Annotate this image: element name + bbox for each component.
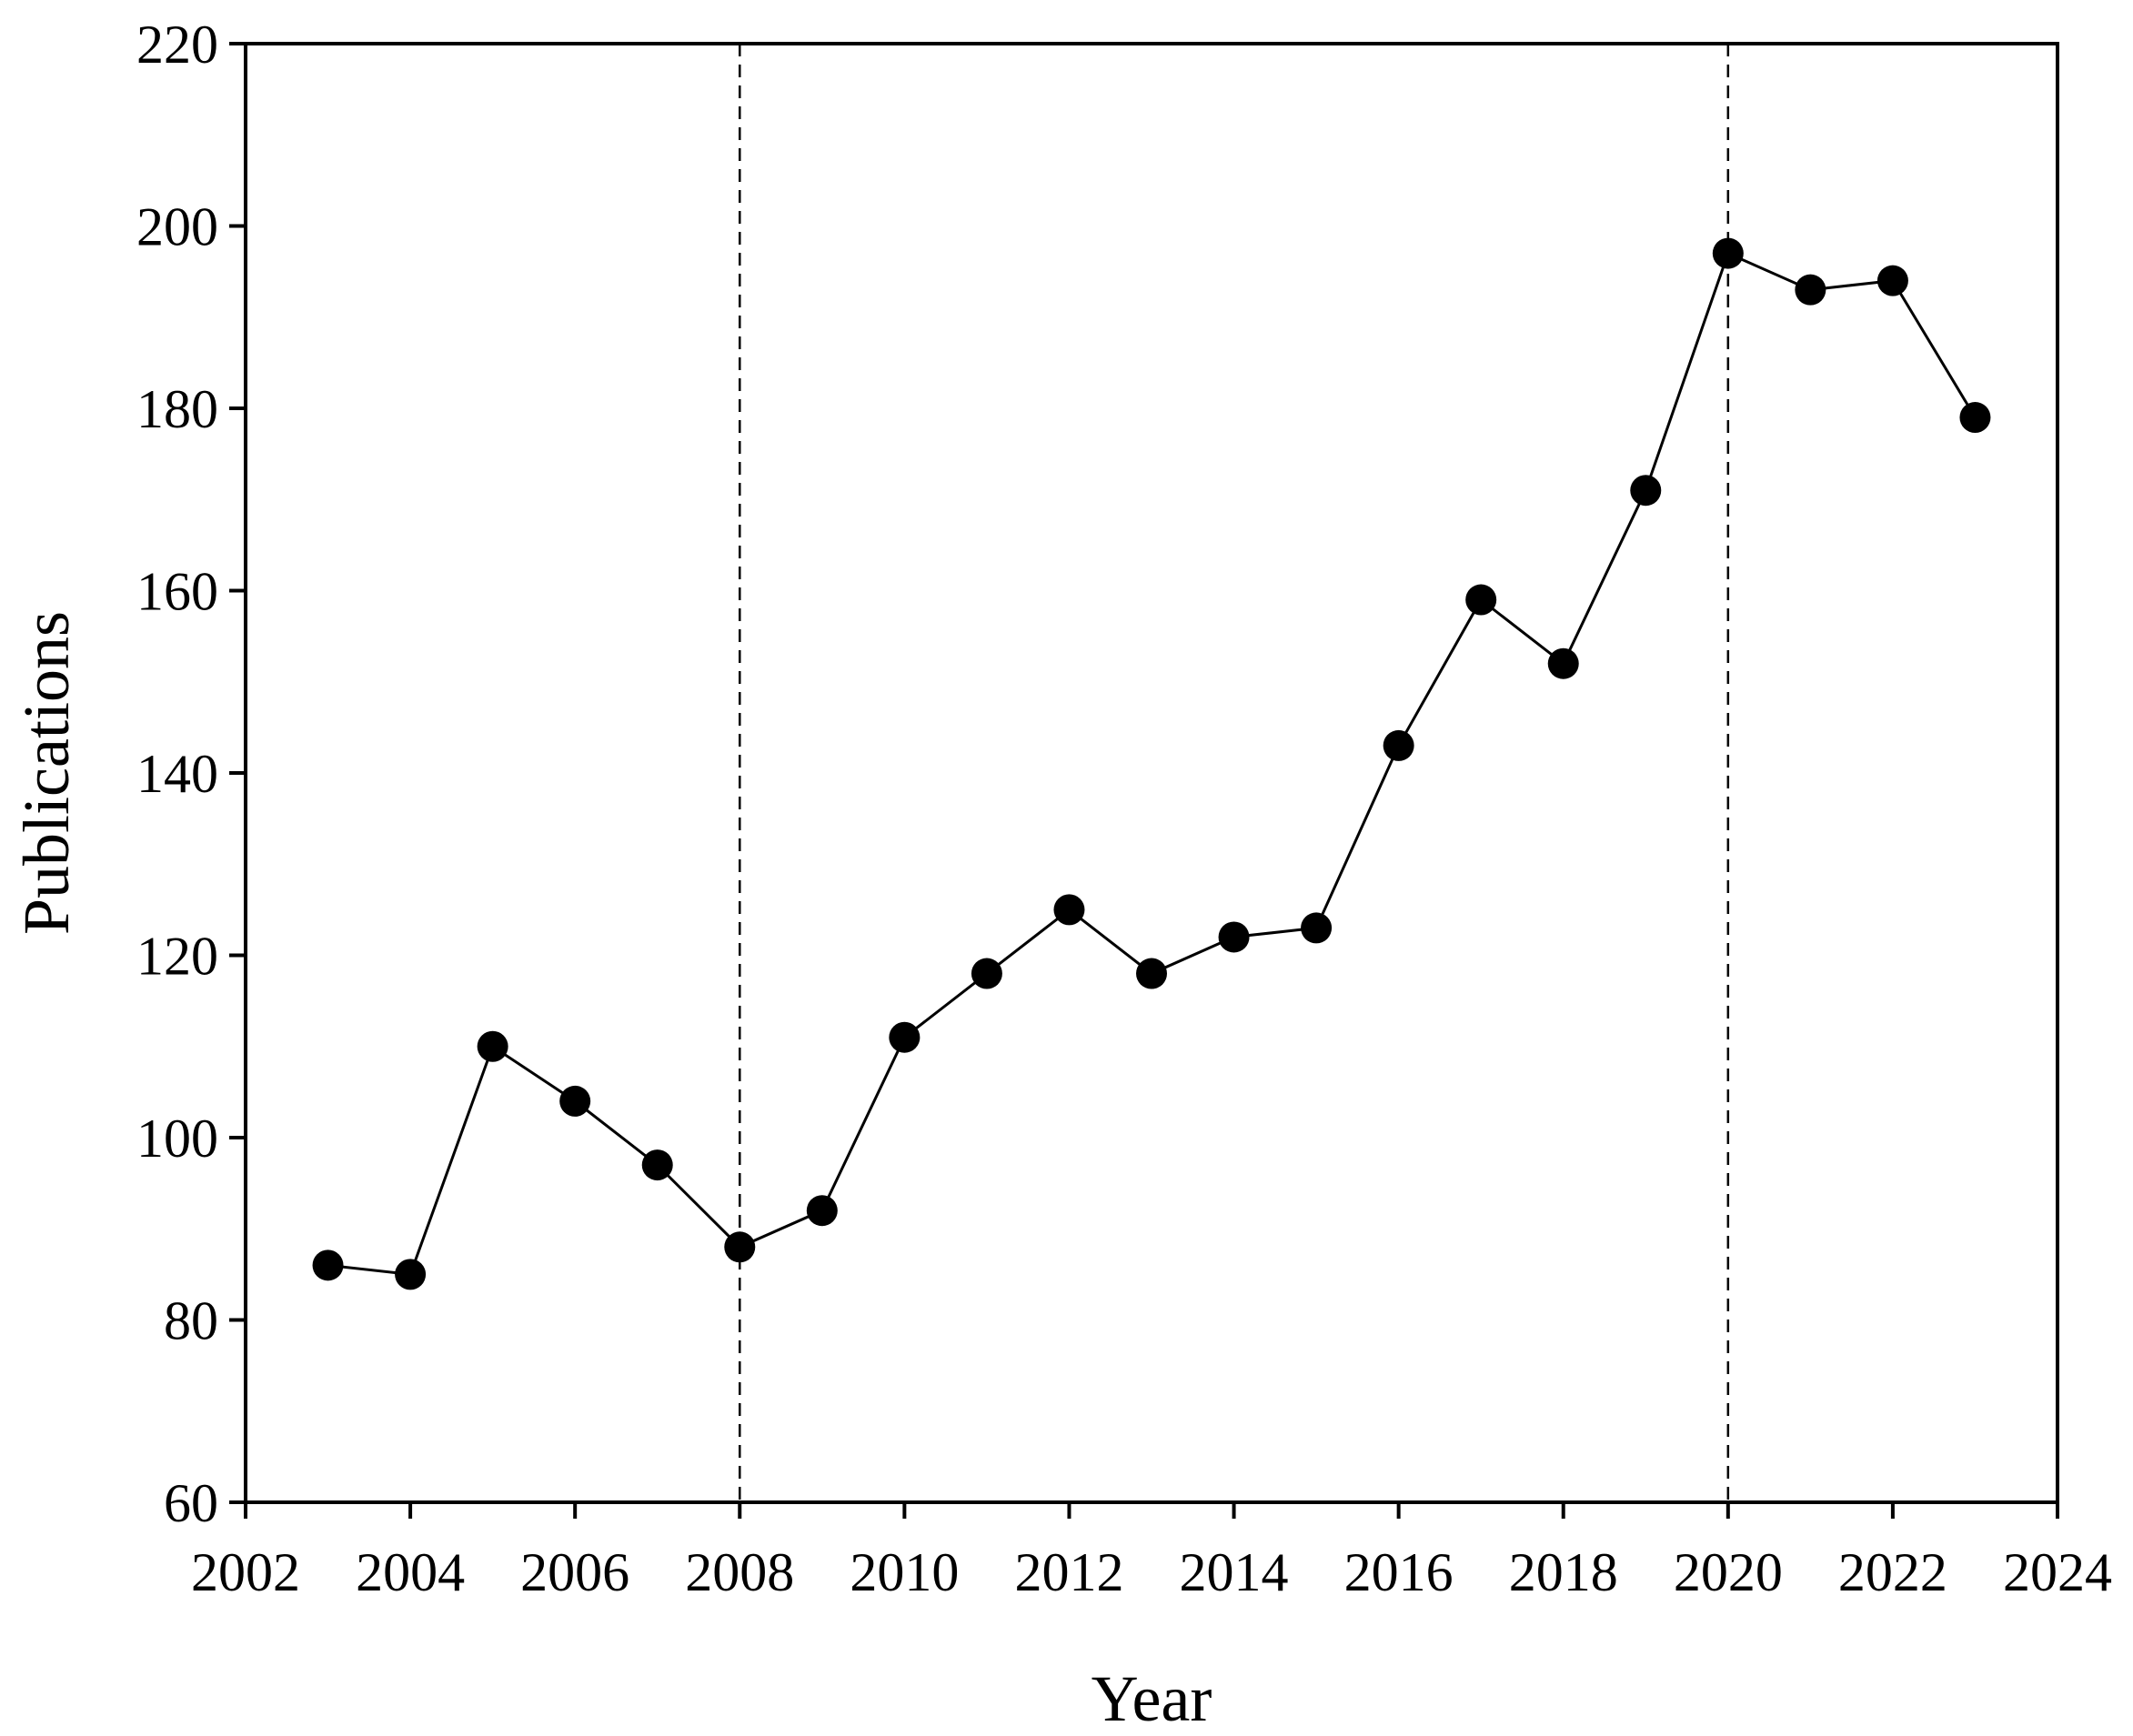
- y-tick-label: 120: [136, 927, 218, 987]
- data-point: [1053, 894, 1085, 926]
- data-point: [641, 1149, 673, 1181]
- data-points: [312, 237, 1991, 1290]
- y-tick-label: 100: [136, 1109, 218, 1169]
- data-point: [724, 1231, 756, 1263]
- y-tick-label: 180: [136, 379, 218, 439]
- data-point: [1218, 921, 1250, 953]
- data-point: [1959, 402, 1991, 434]
- data-point: [889, 1021, 921, 1053]
- data-point: [559, 1085, 591, 1117]
- y-tick-label: 200: [136, 197, 218, 257]
- y-axis-title: Publications: [10, 611, 83, 935]
- x-tick-label: 2006: [520, 1542, 629, 1602]
- x-tick-label: 2020: [1674, 1542, 1783, 1602]
- data-point: [312, 1249, 344, 1281]
- x-tick-label: 2010: [850, 1542, 959, 1602]
- x-tick-label: 2014: [1180, 1542, 1289, 1602]
- data-point: [1301, 912, 1333, 944]
- data-point: [971, 958, 1002, 989]
- y-tick-label: 60: [164, 1473, 218, 1533]
- y-tick-label: 140: [136, 744, 218, 804]
- y-tick-label: 220: [136, 15, 218, 75]
- data-point: [1795, 274, 1826, 306]
- reference-lines: [739, 44, 1730, 1502]
- x-axis-title: Year: [1092, 1662, 1212, 1735]
- data-point: [1876, 265, 1908, 296]
- x-axis-ticks: 2002 2004 2006 2008 2010 2012 2014 2016 2018 2020…: [191, 1502, 2112, 1602]
- data-point: [1547, 647, 1579, 679]
- data-point: [395, 1259, 427, 1290]
- data-point: [806, 1195, 838, 1227]
- data-point: [477, 1030, 508, 1062]
- data-point: [1383, 729, 1414, 761]
- data-point: [1465, 584, 1497, 616]
- x-tick-label: 2004: [356, 1542, 465, 1602]
- data-point: [1136, 958, 1167, 989]
- x-tick-label: 2002: [191, 1542, 300, 1602]
- x-tick-label: 2024: [2003, 1542, 2112, 1602]
- data-point: [1630, 475, 1662, 507]
- plot-frame: [244, 42, 2059, 1504]
- x-tick-label: 2016: [1344, 1542, 1454, 1602]
- x-tick-label: 2012: [1014, 1542, 1123, 1602]
- y-tick-label: 160: [136, 562, 218, 622]
- x-tick-label: 2018: [1509, 1542, 1618, 1602]
- x-tick-label: 2022: [1838, 1542, 1947, 1602]
- y-axis-ticks: 60 80 100 120 140 160 180 200 220: [136, 15, 246, 1533]
- y-tick-label: 80: [164, 1291, 218, 1351]
- x-tick-label: 2008: [685, 1542, 794, 1602]
- data-point: [1712, 237, 1744, 269]
